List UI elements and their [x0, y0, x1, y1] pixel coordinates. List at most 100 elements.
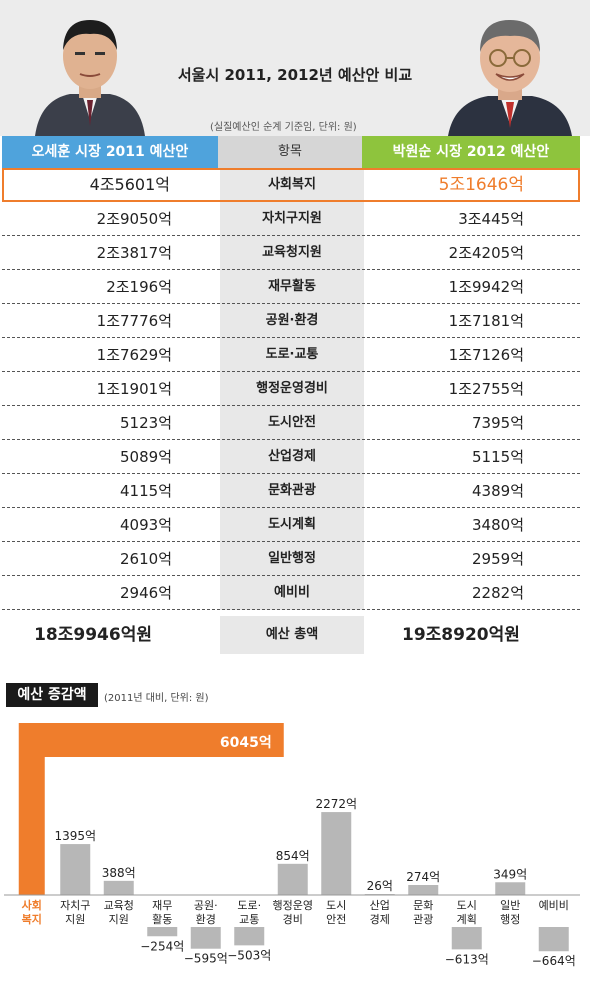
left-total: 18조9946억원	[34, 625, 152, 645]
left-value: 4093억	[120, 516, 172, 534]
row-divider	[2, 303, 580, 304]
left-value: 4조5601억	[89, 175, 170, 194]
category-label: 일반 행정	[500, 898, 520, 926]
bar-value-label: −595억	[184, 952, 228, 966]
left-value: 4115억	[120, 482, 172, 500]
table-total-row: 18조9946억원 예산 총액 19조8920억원	[2, 616, 580, 654]
row-item: 도시계획	[220, 508, 364, 542]
header-panel: 서울시 2011, 2012년 예산안 비교 (실질예산인 순계 기준임, 단위…	[0, 0, 590, 136]
table-row: 4조5601억 사회복지 5조1646억	[2, 168, 580, 202]
row-divider	[2, 405, 580, 406]
category-label: 예비비	[539, 899, 569, 912]
category-label: 자치구 지원	[60, 899, 90, 926]
row-divider	[2, 609, 580, 610]
row-divider	[2, 507, 580, 508]
row-divider	[2, 575, 580, 576]
category-label: 행정운영 경비	[273, 899, 313, 926]
category-label: 도시 계획	[457, 899, 477, 926]
right-value: 1조7126억	[448, 346, 524, 364]
bar	[190, 927, 221, 949]
table-row: 1조1901억 행정운영경비 1조2755억	[2, 372, 580, 406]
right-value: 2조4205억	[448, 244, 524, 262]
right-value: 3조445억	[458, 210, 524, 228]
left-value: 5123억	[120, 414, 172, 432]
category-label: 사회 복지	[22, 898, 42, 926]
bar	[18, 723, 284, 895]
category-label: 문화 관광	[413, 899, 433, 926]
left-value: 1조7776억	[96, 312, 172, 330]
row-item: 교육청지원	[220, 236, 364, 270]
right-value: 5115억	[472, 448, 524, 466]
category-label: 도시 안전	[326, 899, 346, 926]
left-value: 2조3817억	[96, 244, 172, 262]
page-title: 서울시 2011, 2012년 예산안 비교	[177, 66, 413, 84]
bar	[495, 882, 526, 895]
row-divider	[2, 371, 580, 372]
bar	[451, 927, 482, 950]
row-item: 도로·교통	[220, 338, 364, 372]
bar-value-label: 274억	[406, 870, 440, 884]
row-item: 행정운영경비	[220, 372, 364, 406]
row-item: 재무활동	[220, 270, 364, 304]
table-row: 4115억 문화관광 4389억	[2, 474, 580, 508]
right-value: 2282억	[472, 584, 524, 602]
row-item: 자치구지원	[220, 202, 364, 236]
bar-value-label: −503억	[227, 948, 271, 962]
row-divider	[2, 235, 580, 236]
table-row: 2조9050억 자치구지원 3조445억	[2, 202, 580, 236]
row-item: 도시안전	[220, 406, 364, 440]
bar-value-label: −664억	[532, 954, 576, 968]
bar-value-label: 26억	[367, 879, 393, 893]
column-header-left: 오세훈 시장 2011 예산안	[2, 136, 218, 168]
row-divider	[2, 269, 580, 270]
bar-value-label: 1395억	[54, 829, 96, 843]
bar	[538, 927, 569, 952]
row-item: 산업경제	[220, 440, 364, 474]
table-row: 2조3817억 교육청지원 2조4205억	[2, 236, 580, 270]
left-value: 1조1901억	[96, 380, 172, 398]
left-value: 2610억	[120, 550, 172, 568]
bar-value-label: −613억	[445, 952, 489, 966]
table-row: 2조196억 재무활동 1조9942억	[2, 270, 580, 304]
row-item: 예비비	[220, 576, 364, 610]
right-value: 4389억	[472, 482, 524, 500]
bar	[147, 927, 178, 937]
row-divider	[2, 439, 580, 440]
left-value: 2946억	[120, 584, 172, 602]
category-label: 공원· 환경	[194, 899, 218, 926]
table-row: 2610억 일반행정 2959억	[2, 542, 580, 576]
left-value: 2조196억	[106, 278, 172, 296]
bar-value-label: 349억	[493, 867, 527, 881]
portrait-right	[448, 20, 572, 136]
column-header-center: 항목	[218, 136, 362, 168]
left-value: 2조9050억	[96, 210, 172, 228]
right-value: 5조1646억	[438, 175, 524, 195]
table-row: 5123억 도시안전 7395억	[2, 406, 580, 440]
portrait-left	[35, 20, 145, 136]
row-item: 공원·환경	[220, 304, 364, 338]
right-value: 1조2755억	[448, 380, 524, 398]
row-divider	[2, 473, 580, 474]
category-label: 산업 경제	[370, 899, 390, 926]
left-value: 5089억	[120, 448, 172, 466]
table-row: 1조7629억 도로·교통 1조7126억	[2, 338, 580, 372]
bar	[103, 880, 134, 895]
right-total: 19조8920억원	[402, 625, 520, 645]
category-label: 재무 활동	[152, 899, 172, 926]
right-value: 1조7181억	[448, 312, 524, 330]
right-value: 1조9942억	[448, 278, 524, 296]
total-item: 예산 총액	[220, 616, 364, 654]
bar-value-label: 388억	[102, 866, 136, 880]
bar-value-label: 2272억	[315, 797, 357, 811]
right-value: 3480억	[472, 516, 524, 534]
table-row: 5089억 산업경제 5115억	[2, 440, 580, 474]
left-value: 1조7629억	[96, 346, 172, 364]
row-item: 문화관광	[220, 474, 364, 508]
row-item: 일반행정	[220, 542, 364, 576]
bar-value-label: 854억	[276, 849, 310, 863]
bar	[321, 812, 352, 895]
bar	[277, 863, 308, 895]
row-divider	[2, 337, 580, 338]
right-value: 7395억	[472, 414, 524, 432]
